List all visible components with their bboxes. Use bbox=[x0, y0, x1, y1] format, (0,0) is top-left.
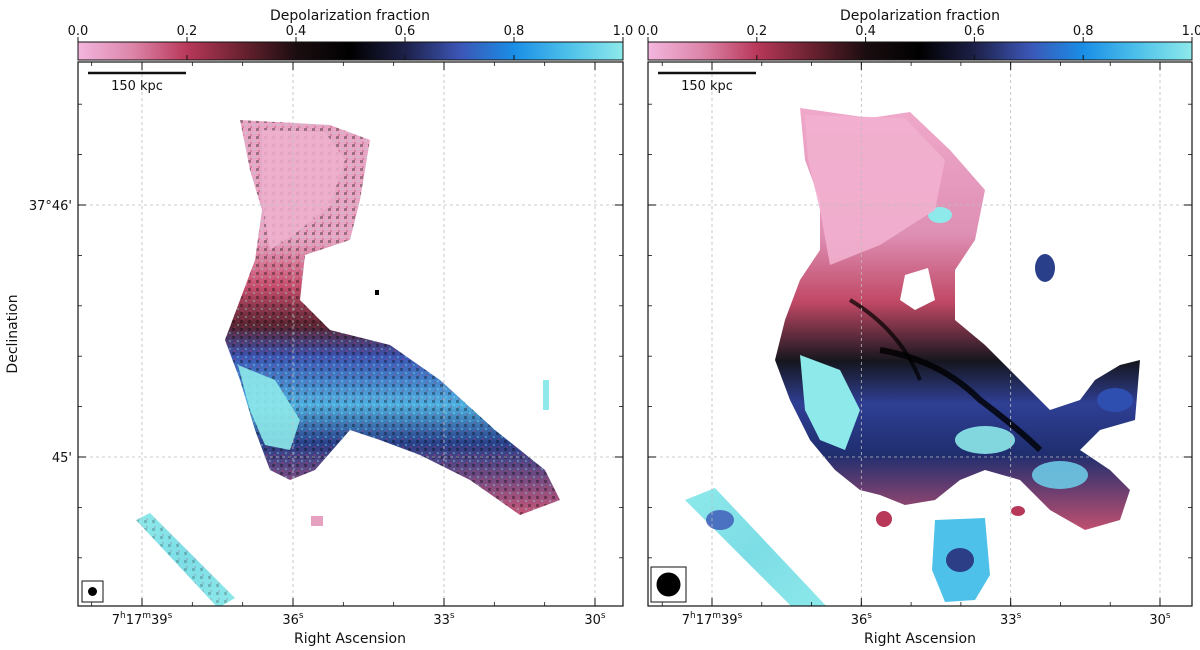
colorbar-tick-label-right: 0.4 bbox=[855, 24, 876, 39]
beam-icon-right bbox=[656, 572, 681, 597]
grid-left bbox=[78, 62, 623, 606]
colorbar-tick-label-right: 0.6 bbox=[964, 24, 985, 39]
colorbar-tick-label-left: 0.4 bbox=[286, 24, 307, 39]
colorbar-tick-label-left: 0.2 bbox=[177, 24, 198, 39]
colorbar-title-left: Depolarization fraction bbox=[270, 8, 430, 24]
x-tick-label-left: 36s bbox=[282, 611, 304, 628]
colorbar-tick-label-right: 1.0 bbox=[1182, 24, 1200, 39]
axes-frame-right bbox=[647, 61, 1193, 607]
x-tick-labels-right: 7h17m39s 36s 33s 30s bbox=[682, 611, 1171, 628]
image-left bbox=[136, 120, 560, 606]
minor-ticks-left bbox=[78, 62, 623, 606]
colorbar-ticks-right: 0.0 0.2 0.4 0.6 0.8 1.0 bbox=[638, 24, 1200, 60]
x-tick-label-left: 7h17m39s bbox=[112, 611, 173, 628]
y-tick-labels-left: 37°46' 45' bbox=[29, 199, 72, 466]
x-axis-label-right: Right Ascension bbox=[864, 631, 976, 647]
x-tick-label-right: 30s bbox=[1149, 611, 1171, 628]
x-tick-label-right: 7h17m39s bbox=[682, 611, 743, 628]
colorbar-tick-label-right: 0.2 bbox=[746, 24, 767, 39]
colorbar-left bbox=[77, 41, 624, 61]
x-tick-label-right: 36s bbox=[851, 611, 873, 628]
colorbar-tick-label-left: 0.6 bbox=[395, 24, 416, 39]
x-tick-label-left: 30s bbox=[584, 611, 606, 628]
panel-right: Depolarization fraction 0.0 0.2 0.4 0.6 0.8 1… bbox=[638, 8, 1200, 647]
image-right bbox=[685, 108, 1140, 606]
scalebar-label-left: 150 kpc bbox=[111, 79, 163, 94]
y-tick-label: 45' bbox=[52, 451, 72, 466]
colorbar-right bbox=[647, 41, 1193, 61]
colorbar-tick-label-left: 0.0 bbox=[68, 24, 89, 39]
beam-icon-left bbox=[88, 587, 97, 596]
minor-ticks-right bbox=[648, 62, 1192, 606]
y-axis-label: Declination bbox=[5, 294, 21, 373]
y-tick-label: 37°46' bbox=[29, 199, 72, 214]
colorbar-tick-label-left: 0.8 bbox=[504, 24, 525, 39]
axes-frame-left bbox=[77, 61, 624, 607]
colorbar-tick-label-left: 1.0 bbox=[613, 24, 634, 39]
grid-right bbox=[648, 62, 1192, 606]
x-tick-label-left: 33s bbox=[433, 611, 455, 628]
panel-left: Depolarization fraction 0.0 0.2 0.4 0.6 0.8 1… bbox=[5, 8, 633, 647]
x-axis-label-left: Right Ascension bbox=[294, 631, 406, 647]
scalebar-label-right: 150 kpc bbox=[681, 79, 733, 94]
colorbar-ticks-left: 0.0 0.2 0.4 0.6 0.8 1.0 bbox=[68, 24, 634, 60]
colorbar-tick-label-right: 0.0 bbox=[638, 24, 659, 39]
x-tick-label-right: 33s bbox=[1000, 611, 1022, 628]
x-tick-labels-left: 7h17m39s 36s 33s 30s bbox=[112, 611, 606, 628]
streak-right bbox=[685, 488, 827, 606]
colorbar-tick-label-right: 0.8 bbox=[1073, 24, 1094, 39]
colorbar-title-right: Depolarization fraction bbox=[840, 8, 1000, 24]
